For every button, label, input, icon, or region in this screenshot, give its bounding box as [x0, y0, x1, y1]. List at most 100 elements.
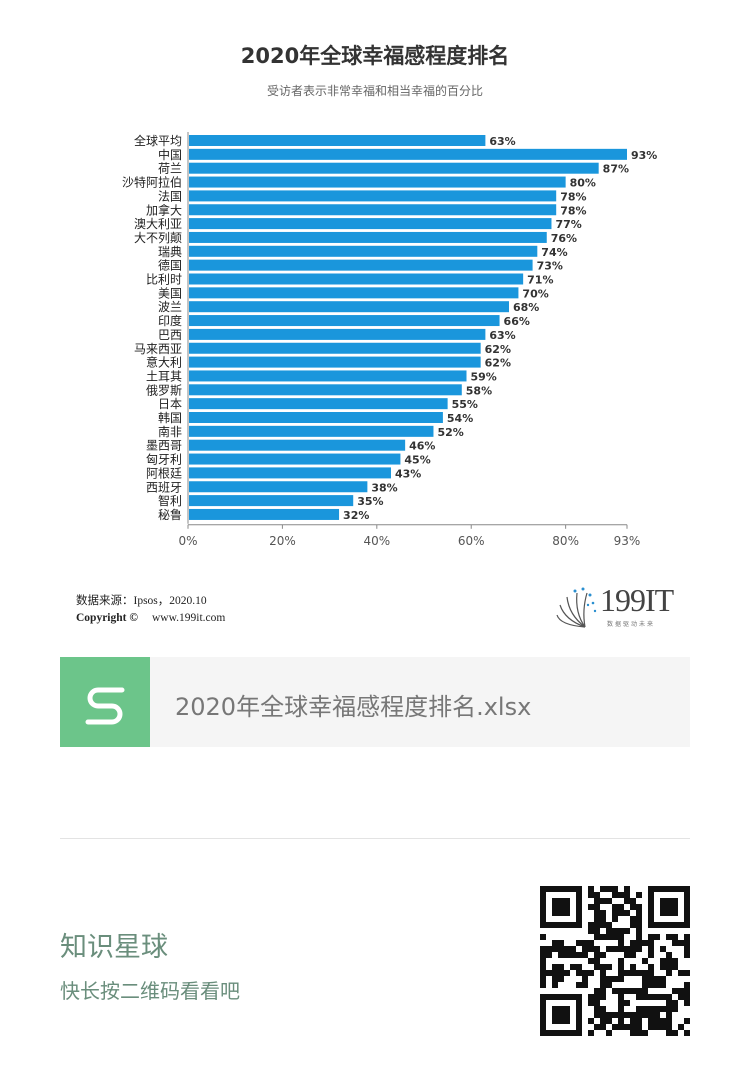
category-label: 印度	[158, 313, 182, 328]
category-label: 沙特阿拉伯	[122, 175, 182, 190]
bar	[189, 273, 524, 285]
value-label: 87%	[603, 163, 629, 176]
value-label: 70%	[522, 287, 548, 300]
file-attachment[interactable]: 2020年全球幸福感程度排名.xlsx	[60, 657, 690, 747]
bar	[189, 370, 467, 382]
category-label: 土耳其	[146, 369, 182, 383]
value-label: 63%	[489, 329, 515, 342]
category-label: 墨西哥	[146, 439, 182, 453]
bar	[189, 495, 354, 507]
value-label: 59%	[471, 370, 497, 383]
x-tick-label: 93%	[614, 534, 641, 548]
bar	[189, 218, 552, 230]
value-label: 62%	[485, 343, 511, 356]
logo-wordmark: 199IT	[600, 582, 674, 618]
x-tick-label: 0%	[178, 534, 197, 548]
category-label: 法国	[158, 189, 182, 203]
bar	[189, 204, 557, 216]
bar	[189, 384, 462, 396]
spreadsheet-s-icon	[60, 657, 150, 747]
value-label: 45%	[404, 454, 430, 467]
category-label: 波兰	[158, 300, 182, 314]
copyright-label: Copyright ©	[76, 612, 138, 624]
bar	[189, 287, 519, 299]
logo-icon	[556, 587, 597, 628]
value-label: 54%	[447, 412, 473, 425]
x-tick-label: 40%	[363, 534, 390, 548]
category-label: 大不列颠	[134, 230, 182, 245]
value-label: 71%	[527, 274, 553, 287]
category-label: 智利	[158, 493, 182, 508]
category-label: 俄罗斯	[146, 383, 182, 397]
bar	[189, 508, 340, 520]
bar	[189, 190, 557, 202]
value-label: 35%	[357, 495, 383, 508]
bar	[189, 453, 401, 465]
bar	[189, 356, 481, 368]
value-label: 78%	[560, 190, 586, 203]
category-label: 全球平均	[134, 133, 182, 148]
bar	[189, 439, 406, 451]
qr-code-icon[interactable]	[540, 886, 690, 1036]
data-source: 数据来源：Ipsos，2020.10	[76, 595, 207, 607]
value-label: 77%	[555, 218, 581, 231]
category-label: 日本	[158, 397, 182, 411]
bar	[189, 148, 627, 160]
category-label: 美国	[158, 286, 182, 300]
chart-title: 2020年全球幸福感程度排名	[240, 44, 510, 68]
category-label: 瑞典	[158, 245, 182, 259]
category-label: 中国	[158, 147, 182, 162]
file-name: 2020年全球幸福感程度排名.xlsx	[175, 693, 532, 721]
category-label: 南非	[158, 424, 182, 439]
value-label: 93%	[631, 149, 657, 162]
value-label: 55%	[452, 398, 478, 411]
category-label: 韩国	[158, 410, 182, 425]
value-label: 73%	[537, 260, 563, 273]
value-label: 46%	[409, 440, 435, 453]
bar	[189, 245, 538, 257]
logo-text: 199IT	[600, 582, 674, 619]
category-label: 意大利	[146, 355, 182, 370]
value-label: 78%	[560, 204, 586, 217]
divider	[60, 838, 690, 839]
bar	[189, 342, 481, 354]
value-label: 62%	[485, 357, 511, 370]
promo-title: 知识星球	[60, 932, 168, 963]
category-label: 德国	[158, 258, 182, 273]
promo-hint: 快长按二维码看看吧	[60, 979, 240, 1003]
bar	[189, 162, 599, 174]
value-label: 80%	[570, 177, 596, 190]
category-label: 荷兰	[158, 162, 182, 176]
value-label: 63%	[489, 135, 515, 148]
category-label: 秘鲁	[158, 508, 182, 522]
value-label: 38%	[371, 481, 397, 494]
value-label: 43%	[395, 467, 421, 480]
bar	[189, 328, 486, 340]
bar	[189, 467, 391, 479]
bar	[189, 301, 509, 313]
x-tick-label: 20%	[269, 534, 296, 548]
site-url: www.199it.com	[151, 612, 226, 624]
category-label: 匈牙利	[146, 453, 182, 467]
value-label: 68%	[513, 301, 539, 314]
value-label: 32%	[343, 509, 369, 522]
category-label: 比利时	[146, 273, 182, 287]
x-tick-label: 60%	[458, 534, 485, 548]
bar	[189, 425, 434, 437]
bar	[189, 315, 500, 327]
value-label: 66%	[504, 315, 530, 328]
logo-tagline: 数据驱动未来	[607, 621, 656, 628]
bar	[189, 231, 547, 243]
value-label: 76%	[551, 232, 577, 245]
bar	[189, 412, 443, 423]
bar	[189, 481, 368, 493]
bar	[189, 135, 486, 146]
x-tick-label: 80%	[552, 534, 579, 548]
value-label: 58%	[466, 384, 492, 397]
category-label: 澳大利亚	[134, 217, 182, 231]
value-label: 74%	[541, 246, 567, 259]
copyright: Copyright © www.199it.com	[76, 612, 225, 624]
category-label: 阿根廷	[146, 466, 182, 480]
bar-chart: 全球平均 63% 中国 93% 荷兰 87% 沙特阿拉伯 80% 法国 78% 加拿大 78% 澳大利亚…	[122, 132, 657, 548]
chart-subtitle: 受访者表示非常幸福和相当幸福的百分比	[266, 84, 483, 98]
